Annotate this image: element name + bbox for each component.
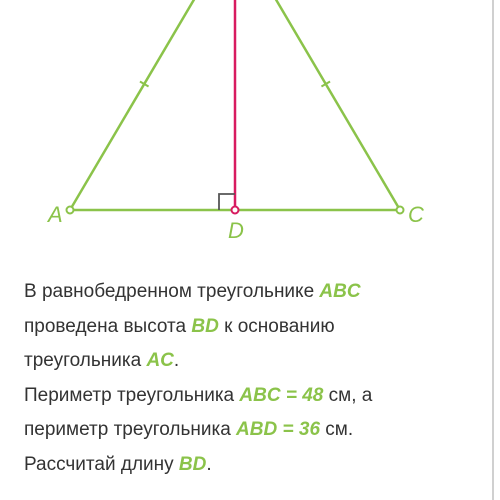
- val-36: = 36: [277, 419, 320, 440]
- var-abd: ABD: [236, 419, 277, 440]
- txt: периметр треугольника: [24, 419, 236, 440]
- txt: .: [174, 350, 179, 371]
- txt: см.: [320, 419, 353, 440]
- vertex-label-a: A: [48, 202, 63, 228]
- line-2: проведена высота BD к основанию: [24, 313, 476, 342]
- scrollbar-edge: [492, 0, 494, 500]
- var-ac: AC: [146, 350, 173, 371]
- vertex-label-c: C: [408, 202, 424, 228]
- txt: Рассчитай длину: [24, 454, 179, 475]
- txt: проведена высота: [24, 316, 191, 337]
- txt: В равнобедренном треугольнике: [24, 281, 319, 302]
- txt: к основанию: [219, 316, 335, 337]
- var-bd: BD: [179, 454, 206, 475]
- txt: .: [206, 454, 211, 475]
- triangle-svg: [0, 0, 500, 260]
- geometry-figure: A C D: [0, 0, 500, 260]
- line-1: В равнобедренном треугольнике ABC: [24, 278, 476, 307]
- var-abc: ABC: [319, 281, 360, 302]
- val-48: = 48: [281, 385, 324, 406]
- line-4: Периметр треугольника ABC = 48 см, а: [24, 382, 476, 411]
- vertex-label-d: D: [228, 218, 244, 244]
- problem-text: В равнобедренном треугольнике ABC провед…: [0, 260, 500, 479]
- txt: Периметр треугольника: [24, 385, 239, 406]
- line-5: периметр треугольника ABD = 36 см.: [24, 416, 476, 445]
- var-abc: ABC: [239, 385, 280, 406]
- line-3: треугольника AC.: [24, 347, 476, 376]
- line-6: Рассчитай длину BD.: [24, 451, 476, 480]
- txt: см, а: [323, 385, 372, 406]
- txt: треугольника: [24, 350, 146, 371]
- var-bd: BD: [191, 316, 218, 337]
